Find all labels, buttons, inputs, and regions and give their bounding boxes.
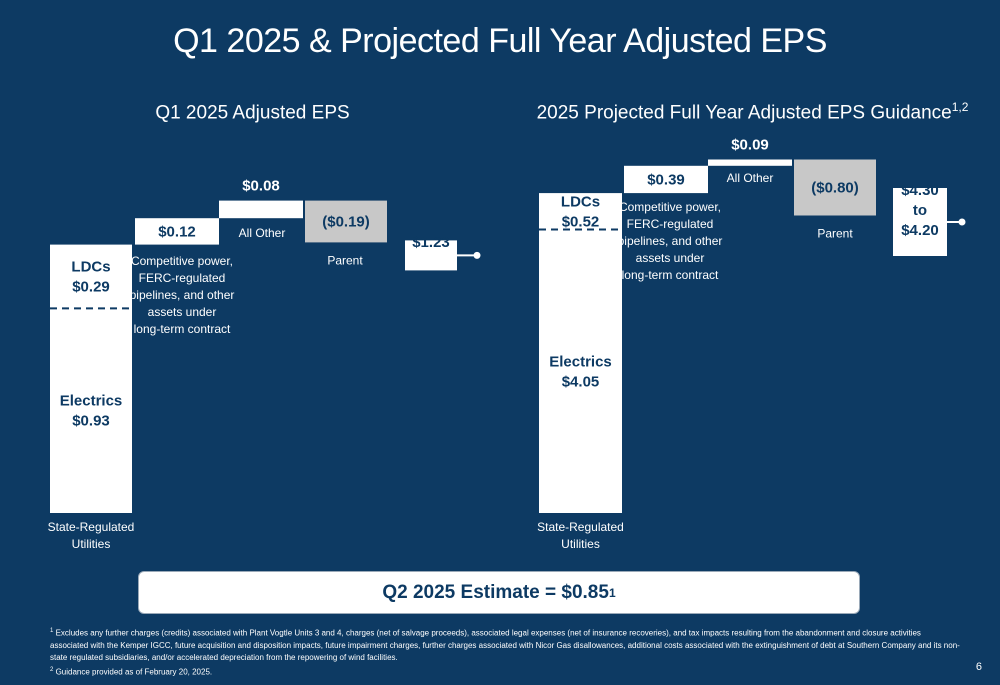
fy-value-step-1: $0.09	[731, 137, 769, 154]
footnote-2: 2 Guidance provided as of February 20, 2…	[50, 664, 960, 679]
fy-label-ldcs: LDCs	[561, 193, 600, 210]
q1-desc-competitive-line-2: pipelines, and other	[130, 288, 235, 302]
fy-value-electrics: $4.05	[562, 373, 600, 390]
fy-bar-step-0	[624, 165, 708, 194]
page-number: 6	[975, 661, 982, 673]
q1-desc-competitive-line-3: assets under	[148, 305, 217, 319]
q1-value-ldcs: $0.29	[72, 279, 110, 296]
q1-label-parent: Parent	[327, 253, 363, 267]
page-title: Q1 2025 & Projected Full Year Adjusted E…	[173, 22, 827, 60]
fy-desc-competitive-line-0: Competitive power,	[619, 200, 721, 214]
fy-desc-competitive-line-1: FERC-regulated	[627, 217, 714, 231]
fy-category-label-line1: State-Regulated	[537, 520, 624, 534]
q1-desc-competitive-line-4: long-term contract	[134, 322, 231, 336]
chart-title-fy-sup: 1,2	[951, 100, 969, 114]
fy-bar-step-2	[794, 159, 876, 216]
q1-bar-step-0	[135, 218, 219, 245]
q1-label-ldcs: LDCs	[71, 259, 110, 276]
q1-value-electrics: $0.93	[72, 413, 110, 430]
chart-title-q1-text: Q1 2025 Adjusted EPS	[155, 102, 350, 124]
q1-category-label-line1: State-Regulated	[48, 520, 135, 534]
footnote-1-marker: 1	[50, 628, 54, 634]
fy-desc-competitive-line-3: assets under	[636, 251, 705, 265]
waterfall-charts: LDCs $0.29 Electrics $0.93 State-Regulated Ut…	[48, 137, 966, 551]
q1-value-step-1: $0.08	[242, 178, 280, 195]
chart-title-fy-text: 2025 Projected Full Year Adjusted EPS Gu…	[536, 102, 952, 124]
fy-label-all-other: All Other	[727, 171, 774, 185]
q1-category-label-line2: Utilities	[72, 537, 111, 551]
fy-label-electrics: Electrics	[549, 353, 612, 370]
footnote-2-marker: 2	[50, 666, 54, 673]
fy-value-step-2: ($0.80)	[811, 180, 859, 197]
q1-value-total: $1.23	[412, 234, 450, 251]
q1-value-step-0: $0.12	[158, 223, 196, 240]
q1-label-all-other: All Other	[239, 226, 286, 240]
fy-total-dot	[958, 218, 966, 226]
q1-bar-step-1	[219, 200, 303, 219]
fy-value-step-0: $0.39	[647, 171, 685, 188]
fy-label-parent: Parent	[817, 227, 853, 241]
fy-bar-step-1	[708, 159, 792, 166]
fy-value-ldcs: $0.52	[562, 213, 600, 230]
fy-value-total-line-2: $4.20	[901, 222, 939, 239]
footnotes: 1 Excludes any further charges (credits)…	[50, 625, 960, 678]
q1-total-dot	[473, 251, 481, 259]
fy-value-total-line-1: to	[913, 202, 927, 219]
chart-title-q1: Q1 2025 Adjusted EPS	[70, 100, 435, 124]
footnote-2-text: Guidance provided as of February 20, 202…	[55, 667, 213, 677]
q1-bar-step-2	[305, 200, 387, 243]
q1-bar-state-regulated	[50, 244, 132, 513]
q2-estimate-text: Q2 2025 Estimate = $0.85	[382, 581, 609, 603]
fy-bar-state-regulated	[539, 193, 622, 513]
q1-value-step-2: ($0.19)	[322, 214, 370, 231]
footnote-1-text: Excludes any further charges (credits) a…	[50, 628, 960, 662]
q2-estimate-box: Q2 2025 Estimate = $0.85 1	[138, 571, 860, 614]
fy-value-total-line-0: $4.30	[901, 182, 939, 199]
fy-bar-total	[893, 188, 947, 256]
q1-desc-competitive-line-0: Competitive power,	[131, 254, 233, 268]
fy-category-label-line2: Utilities	[561, 537, 600, 551]
footnote-1: 1 Excludes any further charges (credits)…	[50, 625, 960, 664]
q1-desc-competitive-line-1: FERC-regulated	[139, 271, 226, 285]
chart-title-fy: 2025 Projected Full Year Adjusted EPS Gu…	[520, 100, 985, 124]
q1-label-electrics: Electrics	[60, 393, 123, 410]
fy-desc-competitive-line-2: pipelines, and other	[618, 234, 723, 248]
q2-estimate-sup: 1	[608, 585, 616, 600]
q1-bar-total	[405, 240, 457, 271]
fy-desc-competitive-line-4: long-term contract	[622, 268, 719, 282]
